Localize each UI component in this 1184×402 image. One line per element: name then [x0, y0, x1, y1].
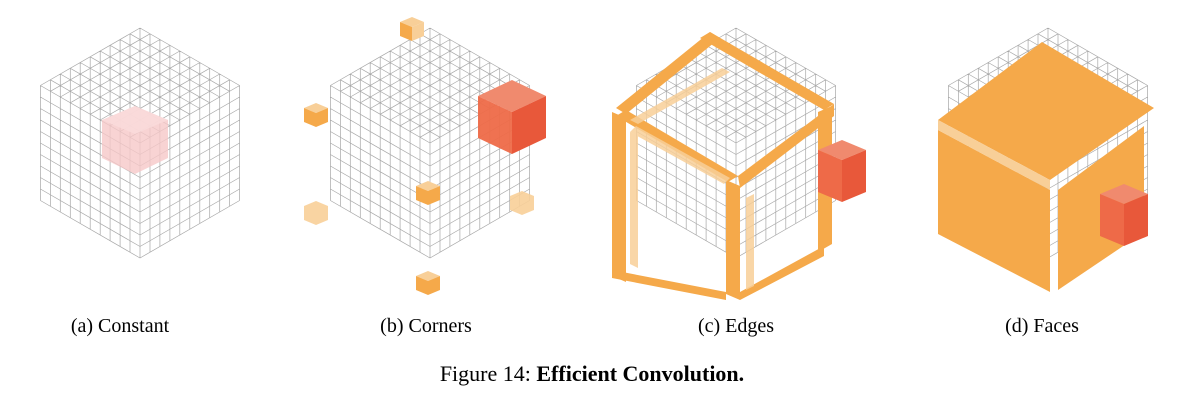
corner-top [400, 17, 424, 41]
panel-constant [10, 8, 270, 308]
wireframe-constant [40, 27, 240, 259]
wireframe-corners [330, 27, 530, 259]
face-top-light [938, 120, 1050, 190]
face-left [938, 130, 1050, 292]
figure-prefix: Figure 14: [439, 361, 531, 386]
corner-front [416, 181, 440, 205]
sublabel-edges: (c) Edges [697, 315, 775, 337]
figure-caption: Figure 14: Efficient Convolution. [0, 360, 1184, 388]
sublabel-constant: (a) Constant [70, 315, 170, 337]
corner-right [510, 191, 534, 215]
corner-bottom [416, 271, 440, 295]
sublabel-corners: (b) Corners [380, 315, 472, 337]
face-top [938, 42, 1154, 180]
kernel-cube-red [818, 140, 866, 202]
figure-title: Efficient Convolution. [536, 361, 745, 386]
panel-edges [606, 8, 866, 308]
sublabel-faces: (d) Faces [1005, 315, 1079, 337]
cube-grid-corners [304, 17, 546, 295]
panel-corners [300, 8, 560, 308]
kernel-top [102, 106, 168, 134]
grid-lines [40, 27, 240, 259]
kernel-cube-red [1100, 184, 1148, 246]
panel-faces [918, 8, 1178, 308]
kernel-cube-red [478, 80, 546, 154]
cube-grid-edges [612, 27, 866, 300]
corner-bottom-left [304, 201, 328, 225]
cube-grid-constant [40, 27, 240, 259]
corner-left [304, 103, 328, 127]
cube-grid-faces [938, 27, 1154, 292]
grid-lines [330, 27, 530, 259]
edge-frame-light [630, 68, 754, 290]
